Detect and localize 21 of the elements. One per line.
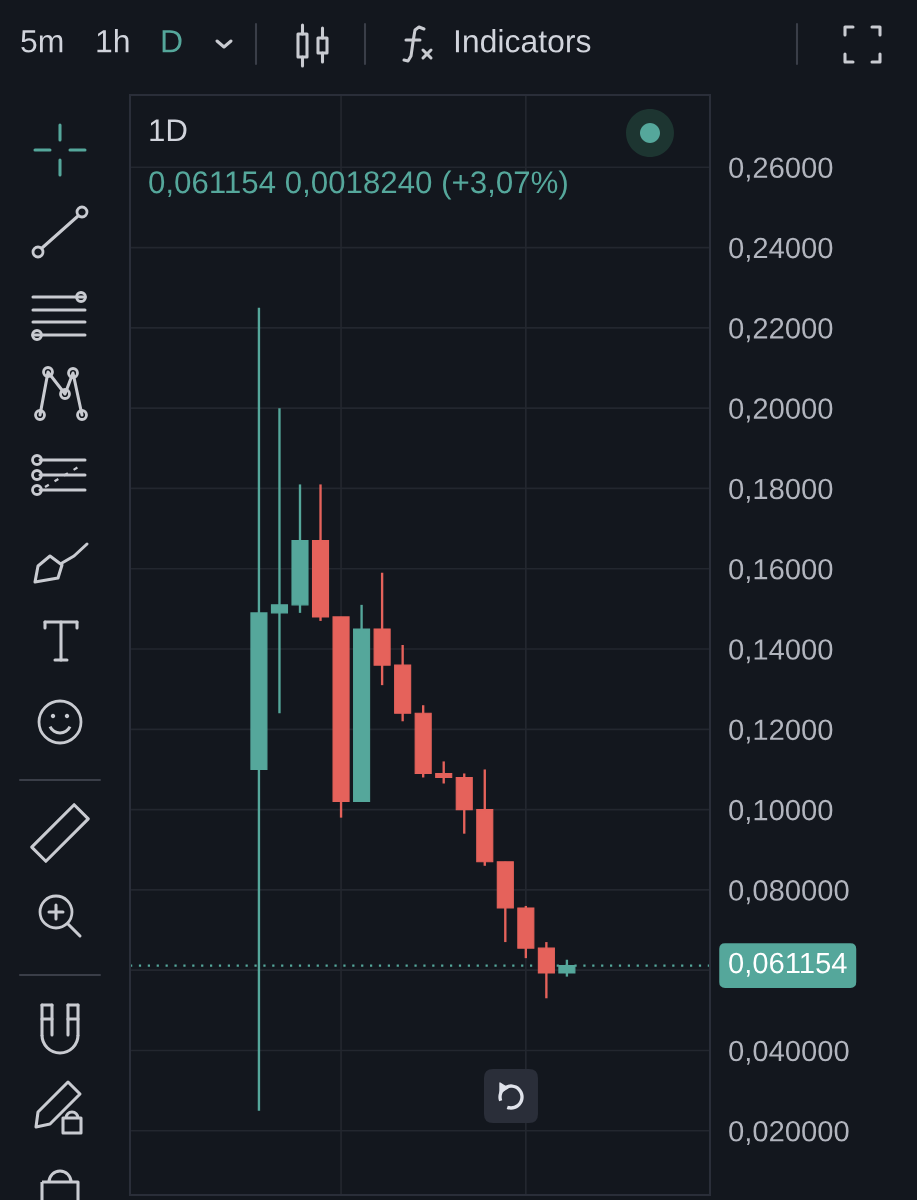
text: 5m — [21, 30, 63, 53]
y-tick-label: 0,10000 — [729, 799, 833, 824]
candlestick — [435, 760, 453, 785]
text: D — [162, 30, 182, 53]
y-tick-label: 0,26000 — [729, 157, 833, 182]
y-tick-label: 0,22000 — [729, 318, 833, 343]
y-tick-label: 0,16000 — [729, 558, 833, 584]
text: Indicators — [455, 29, 591, 53]
y-tick-label: 0,040000 — [729, 1040, 849, 1065]
text: 1h — [97, 29, 129, 53]
y-tick-label: 0,080000 — [729, 880, 849, 905]
y-tick-label: 0,20000 — [729, 398, 833, 423]
y-tick-label: 0,24000 — [729, 237, 833, 262]
y-tick-label: 0,14000 — [729, 639, 833, 664]
text: 1D — [150, 119, 187, 142]
y-tick-label: 0,020000 — [729, 1120, 849, 1146]
y-tick-label: 0,12000 — [729, 719, 833, 744]
ref-line-label: 0,061154 — [729, 952, 847, 977]
y-tick-label: 0,18000 — [729, 478, 833, 503]
candlestick — [270, 406, 289, 715]
text: 0,061154 0,0018240 (+3,07%) — [149, 170, 567, 200]
